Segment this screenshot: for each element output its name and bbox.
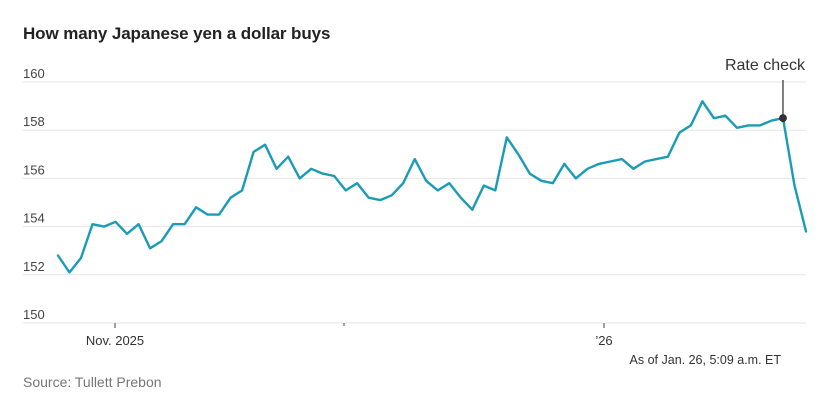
y-axis-label: 150 (23, 307, 45, 322)
x-axis-label: ’26 (595, 333, 612, 348)
source-note: Source: Tullett Prebon (23, 374, 162, 390)
rate-check-marker (779, 114, 787, 123)
rate-check-label: Rate check (725, 57, 806, 74)
y-axis-labels: 150 152 154 156 158 160 (23, 66, 45, 322)
as-of-timestamp: As of Jan. 26, 5:09 a.m. ET (629, 353, 781, 367)
y-axis-label: 156 (23, 162, 45, 177)
y-axis-label: 154 (23, 211, 45, 226)
y-axis-label: 152 (23, 259, 45, 274)
y-axis-label: 158 (23, 114, 45, 129)
x-axis-label: Nov. 2025 (86, 333, 144, 348)
x-axis-ticks: Nov. 2025 ’26 (86, 323, 613, 348)
y-axis-label: 160 (23, 66, 45, 81)
yen-rate-line (56, 100, 808, 274)
y-gridlines (23, 81, 806, 324)
chart-title: How many Japanese yen a dollar buys (23, 24, 331, 43)
